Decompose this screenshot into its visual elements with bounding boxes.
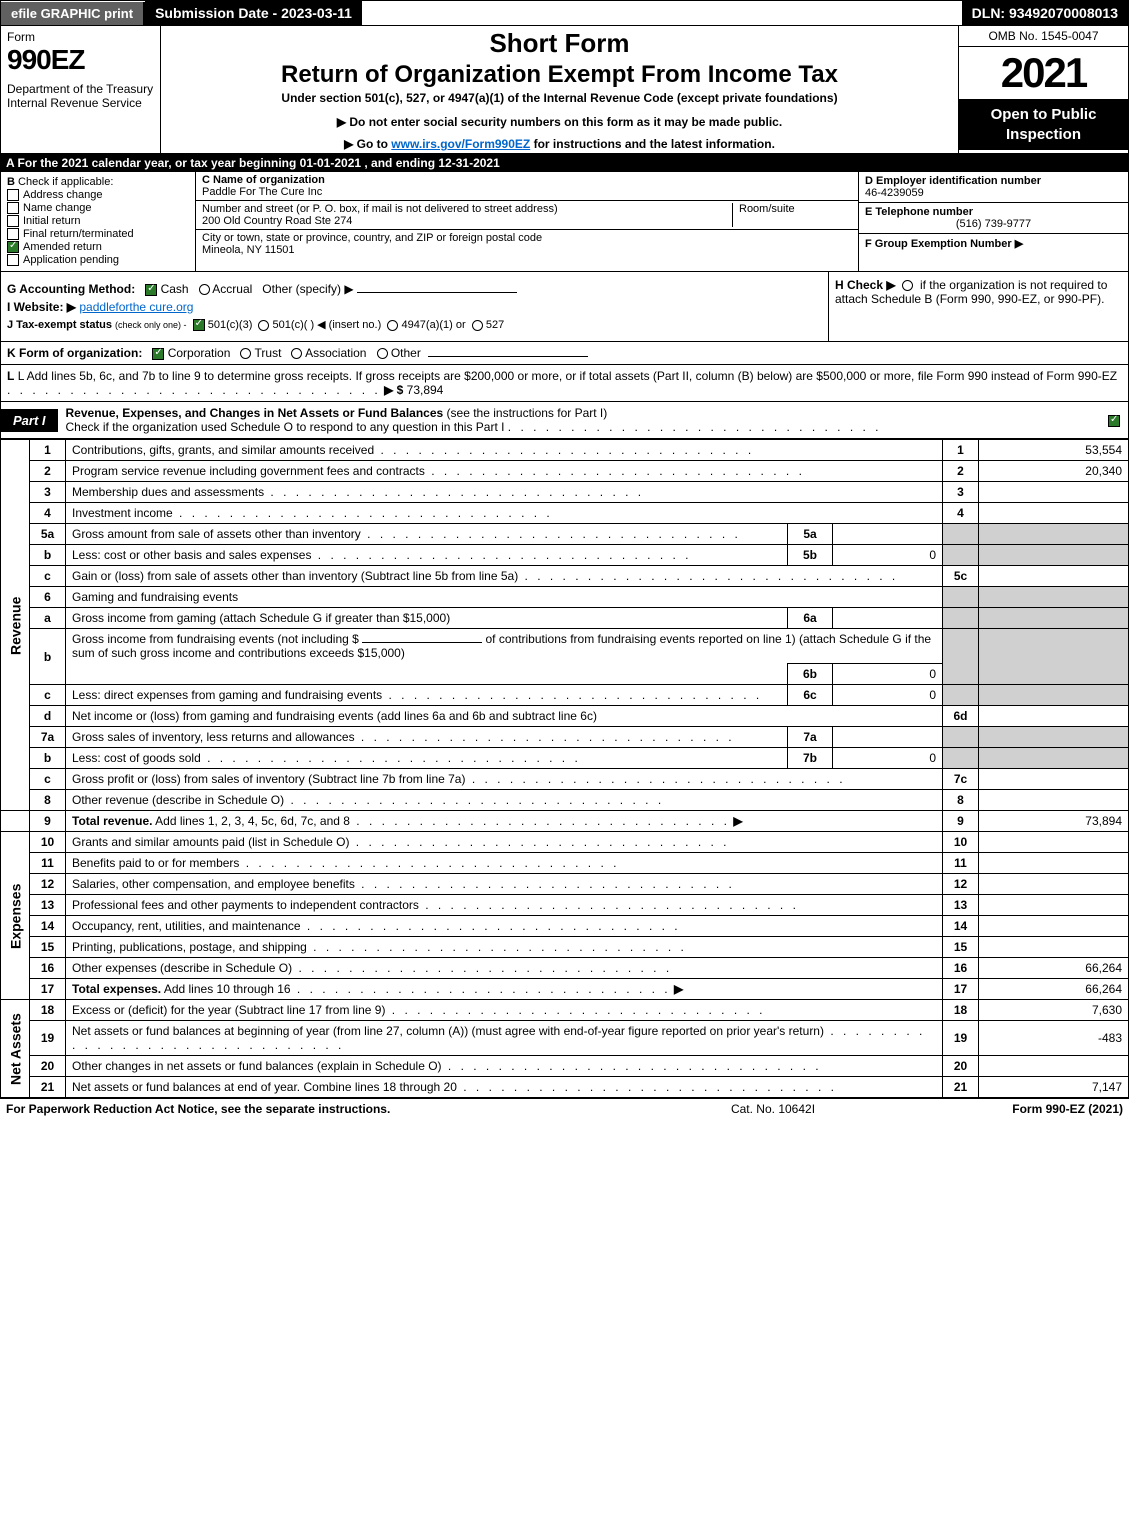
- line-15-amount: [979, 937, 1129, 958]
- telephone-label: E Telephone number: [865, 206, 973, 218]
- form-header: Form 990EZ Department of the Treasury In…: [0, 26, 1129, 154]
- net-assets-side-label: Net Assets: [1, 1000, 30, 1098]
- address-change-checkbox[interactable]: [7, 189, 19, 201]
- telephone-value: (516) 739-9777: [865, 218, 1122, 230]
- line-11-amount: [979, 853, 1129, 874]
- catalog-number: Cat. No. 10642I: [623, 1102, 923, 1116]
- line-21-amount: 7,147: [979, 1077, 1129, 1098]
- website-link[interactable]: paddleforthe cure.org: [79, 300, 193, 314]
- section-b-through-f: B Check if applicable: Address change Na…: [0, 172, 1129, 272]
- section-h-label: H Check ▶: [835, 278, 896, 292]
- final-return-checkbox[interactable]: [7, 228, 19, 240]
- 501c-checkbox[interactable]: [258, 320, 269, 331]
- line-14-amount: [979, 916, 1129, 937]
- line-7a-value: [833, 727, 943, 748]
- schedule-o-checkbox[interactable]: [1108, 415, 1120, 427]
- expenses-side-label: Expenses: [1, 832, 30, 1000]
- line-17-amount: 66,264: [979, 979, 1129, 1000]
- other-org-checkbox[interactable]: [377, 348, 388, 359]
- part-i-title: Revenue, Expenses, and Changes in Net As…: [66, 406, 444, 420]
- line-7c-amount: [979, 769, 1129, 790]
- section-l: L L Add lines 5b, 6c, and 7b to line 9 t…: [0, 365, 1129, 402]
- tax-exempt-label: J Tax-exempt status: [7, 319, 112, 331]
- top-bar: efile GRAPHIC print Submission Date - 20…: [0, 0, 1129, 26]
- accrual-checkbox[interactable]: [199, 284, 210, 295]
- part-i-label: Part I: [1, 409, 58, 432]
- street-address: 200 Old Country Road Ste 274: [202, 215, 352, 227]
- line-16-amount: 66,264: [979, 958, 1129, 979]
- amended-return-checkbox[interactable]: [7, 241, 19, 253]
- instructions-line: ▶ Go to www.irs.gov/Form990EZ for instru…: [167, 137, 952, 151]
- line-20-amount: [979, 1056, 1129, 1077]
- efile-print-button[interactable]: efile GRAPHIC print: [1, 2, 145, 25]
- schedule-o-check-line: Check if the organization used Schedule …: [66, 420, 505, 434]
- line-1-amount: 53,554: [979, 440, 1129, 461]
- revenue-side-label: Revenue: [1, 440, 30, 811]
- line-5b-value: 0: [833, 545, 943, 566]
- street-label: Number and street (or P. O. box, if mail…: [202, 203, 558, 215]
- form-title: Return of Organization Exempt From Incom…: [167, 61, 952, 89]
- section-c-label: C Name of organization: [202, 174, 325, 186]
- website-label: I Website: ▶: [7, 300, 76, 314]
- line-6c-value: 0: [833, 685, 943, 706]
- section-a-tax-year: A For the 2021 calendar year, or tax yea…: [0, 154, 1129, 172]
- org-name: Paddle For The Cure Inc: [202, 186, 322, 198]
- ssn-notice: ▶ Do not enter social security numbers o…: [167, 115, 952, 129]
- line-5a-value: [833, 524, 943, 545]
- line-12-amount: [979, 874, 1129, 895]
- form-label: Form: [7, 30, 154, 44]
- line-7b-value: 0: [833, 748, 943, 769]
- dln-number: DLN: 93492070008013: [962, 1, 1128, 25]
- paperwork-notice: For Paperwork Reduction Act Notice, see …: [6, 1102, 623, 1116]
- cash-checkbox[interactable]: [145, 284, 157, 296]
- ein-value: 46-4239059: [865, 187, 924, 199]
- name-change-checkbox[interactable]: [7, 202, 19, 214]
- city-state-zip: Mineola, NY 11501: [202, 244, 295, 256]
- line-6d-amount: [979, 706, 1129, 727]
- check-if-applicable-label: Check if applicable:: [18, 176, 113, 188]
- 4947-checkbox[interactable]: [387, 320, 398, 331]
- form-subtitle: Under section 501(c), 527, or 4947(a)(1)…: [167, 91, 952, 105]
- line-10-amount: [979, 832, 1129, 853]
- line-3-amount: [979, 482, 1129, 503]
- trust-checkbox[interactable]: [240, 348, 251, 359]
- department-label: Department of the Treasury Internal Reve…: [7, 82, 154, 110]
- room-suite-label: Room/suite: [739, 203, 795, 215]
- short-form-title: Short Form: [167, 28, 952, 59]
- line-8-amount: [979, 790, 1129, 811]
- line-6a-value: [833, 608, 943, 629]
- line-4-amount: [979, 503, 1129, 524]
- line-6b-value: 0: [833, 664, 943, 685]
- line-2-amount: 20,340: [979, 461, 1129, 482]
- application-pending-checkbox[interactable]: [7, 254, 19, 266]
- corporation-checkbox[interactable]: [152, 348, 164, 360]
- line-18-amount: 7,630: [979, 1000, 1129, 1021]
- initial-return-checkbox[interactable]: [7, 215, 19, 227]
- part-i-table: Revenue 1 Contributions, gifts, grants, …: [0, 439, 1129, 1098]
- irs-link[interactable]: www.irs.gov/Form990EZ: [391, 137, 530, 151]
- page-footer: For Paperwork Reduction Act Notice, see …: [0, 1098, 1129, 1119]
- part-i-header: Part I Revenue, Expenses, and Changes in…: [0, 402, 1129, 439]
- group-exemption-label: F Group Exemption Number ▶: [865, 238, 1023, 250]
- submission-date: Submission Date - 2023-03-11: [145, 1, 362, 25]
- section-g-through-j: G Accounting Method: Cash Accrual Other …: [0, 272, 1129, 342]
- line-19-amount: -483: [979, 1021, 1129, 1056]
- association-checkbox[interactable]: [291, 348, 302, 359]
- city-label: City or town, state or province, country…: [202, 232, 542, 244]
- schedule-b-checkbox[interactable]: [902, 280, 913, 291]
- ein-label: D Employer identification number: [865, 175, 1041, 187]
- line-9-amount: 73,894: [979, 811, 1129, 832]
- line-5c-amount: [979, 566, 1129, 587]
- form-id-footer: Form 990-EZ (2021): [923, 1102, 1123, 1116]
- line-13-amount: [979, 895, 1129, 916]
- section-k: K Form of organization: Corporation Trus…: [0, 342, 1129, 365]
- form-number: 990EZ: [7, 44, 154, 76]
- 527-checkbox[interactable]: [472, 320, 483, 331]
- tax-year: 2021: [959, 47, 1128, 99]
- 501c3-checkbox[interactable]: [193, 319, 205, 331]
- gross-receipts-value: 73,894: [407, 383, 444, 397]
- omb-number: OMB No. 1545-0047: [959, 26, 1128, 47]
- accounting-method-label: G Accounting Method:: [7, 282, 135, 296]
- open-to-public: Open to Public Inspection: [959, 99, 1128, 150]
